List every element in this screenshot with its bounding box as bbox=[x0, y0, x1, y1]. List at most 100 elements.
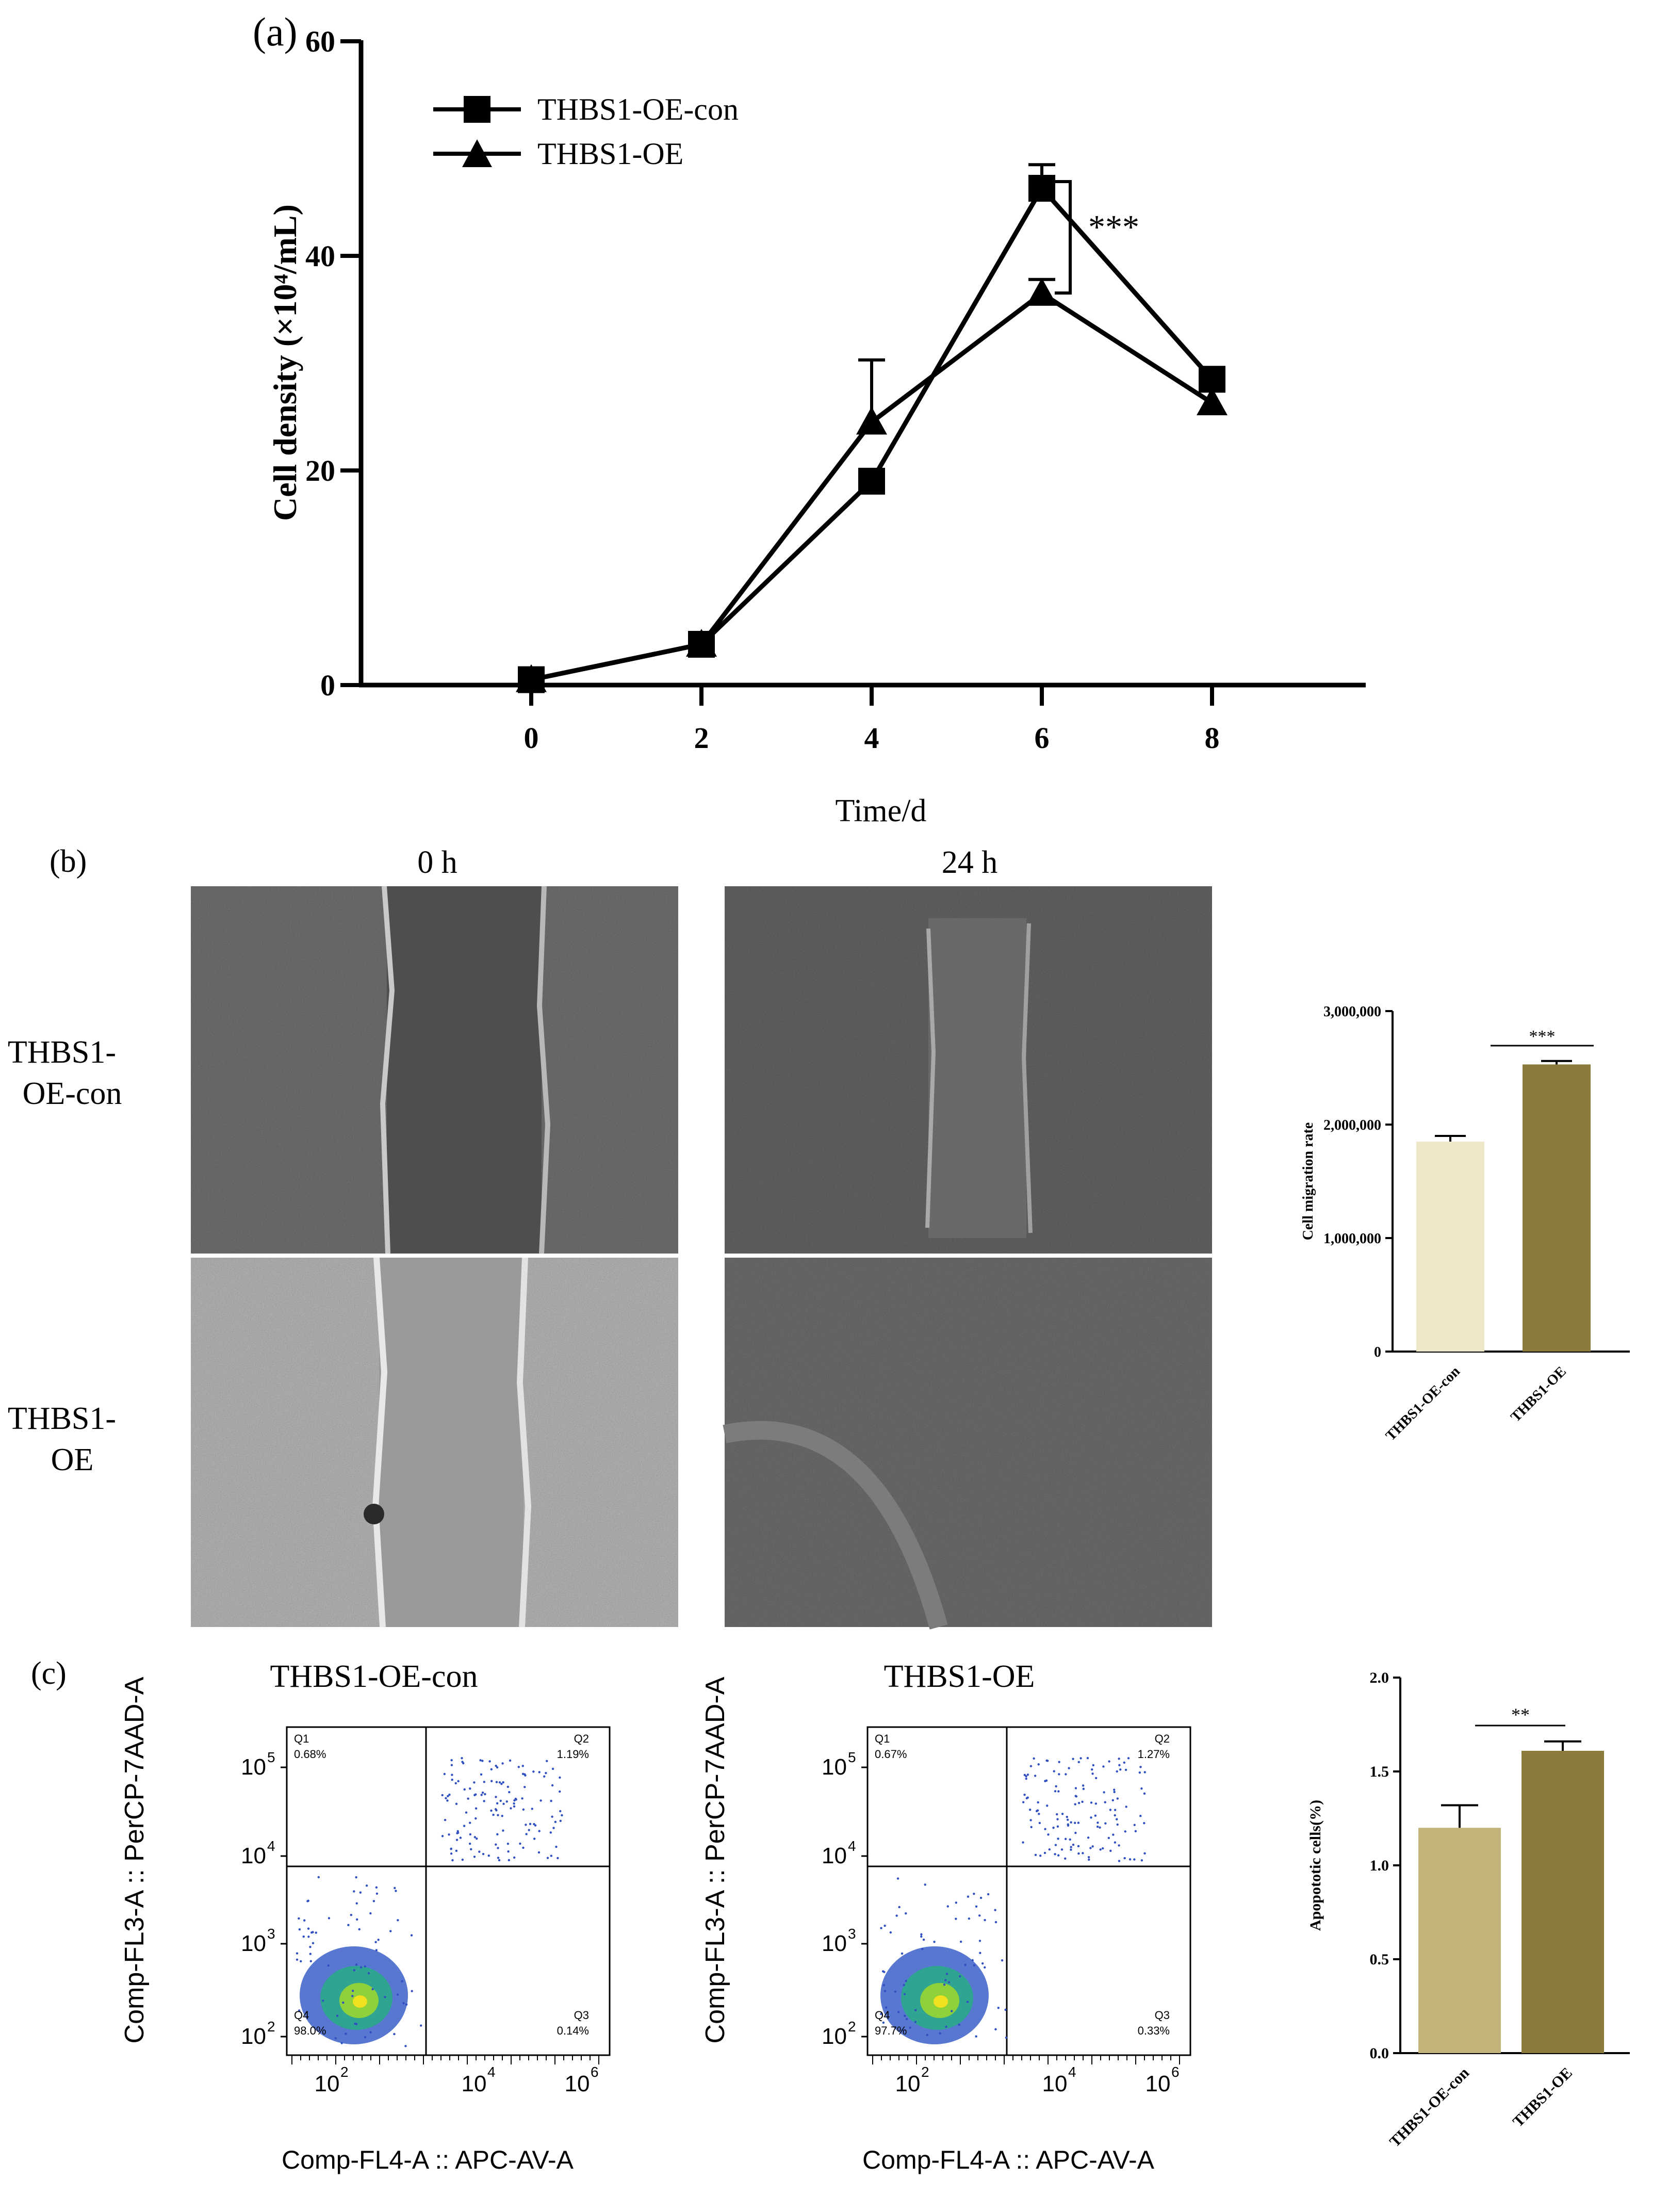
flow-event bbox=[478, 1850, 481, 1853]
flow-event bbox=[1096, 1825, 1099, 1828]
row-label-oe-line1: THBS1- bbox=[8, 1401, 116, 1436]
flow-event bbox=[889, 1931, 892, 1934]
flow-event bbox=[883, 1924, 886, 1927]
flow-event bbox=[463, 1825, 466, 1827]
flow-event bbox=[384, 1996, 386, 1998]
a-ytick-label: 20 bbox=[305, 454, 335, 487]
a-ytick-label: 40 bbox=[305, 239, 335, 273]
flow-event bbox=[1091, 1768, 1093, 1771]
flow-event bbox=[551, 1815, 553, 1818]
flow-event bbox=[1092, 1764, 1095, 1767]
a-sig-bracket bbox=[1055, 180, 1072, 295]
flow-event bbox=[448, 1793, 451, 1796]
b-ytick-label: 3,000,000 bbox=[1323, 1004, 1381, 1020]
flow-event bbox=[1140, 1859, 1143, 1862]
flow-event bbox=[994, 2028, 997, 2031]
flow-event bbox=[1114, 1841, 1117, 1844]
flow-event bbox=[1082, 1784, 1085, 1787]
flow-event bbox=[1116, 1770, 1118, 1773]
flow-event bbox=[463, 1788, 466, 1791]
q2-value: 1.19% bbox=[557, 1748, 589, 1761]
flow-ytick-exp: 4 bbox=[848, 1838, 856, 1854]
flow-event bbox=[1028, 1809, 1032, 1811]
flow-ytick-base: 10 bbox=[241, 1931, 266, 1956]
flow-event bbox=[342, 2001, 345, 2004]
flow-event bbox=[1097, 1821, 1099, 1824]
flow-event bbox=[1022, 1801, 1025, 1803]
flow-event bbox=[1091, 1772, 1094, 1775]
flow-event bbox=[975, 1905, 978, 1908]
flow-event bbox=[1025, 1797, 1028, 1800]
flow-event bbox=[1060, 1848, 1063, 1851]
flow-event bbox=[1064, 1837, 1067, 1841]
flow-event bbox=[459, 1836, 462, 1839]
flow-event bbox=[1039, 1855, 1042, 1857]
flow-event bbox=[359, 1891, 362, 1894]
flow-event bbox=[394, 1886, 396, 1890]
flow-event bbox=[367, 1972, 370, 1975]
flow-event bbox=[508, 1859, 511, 1862]
flow-event bbox=[904, 2014, 906, 2017]
flow-event bbox=[1048, 1848, 1051, 1851]
flow-event bbox=[1074, 1803, 1076, 1806]
flow-event bbox=[1139, 1766, 1142, 1768]
flow-event bbox=[1072, 1843, 1075, 1846]
flow-event bbox=[1068, 1767, 1070, 1769]
flow-event bbox=[441, 1835, 444, 1837]
flow-ytick-exp: 5 bbox=[267, 1749, 275, 1765]
flow-event bbox=[1116, 1823, 1119, 1826]
flow-event bbox=[1054, 1853, 1056, 1856]
flow-event bbox=[1033, 1757, 1035, 1760]
flow-xtick-base: 10 bbox=[462, 2071, 487, 2096]
flow-event bbox=[1038, 1821, 1041, 1825]
c-ytick-label: 1.0 bbox=[1370, 1857, 1389, 1874]
flow-event bbox=[450, 1759, 453, 1762]
flow-event bbox=[994, 1909, 996, 1911]
flow-xtick-exp: 2 bbox=[340, 2064, 349, 2080]
a-xtick-label: 8 bbox=[1205, 721, 1220, 755]
flow-xlabel: Comp-FL4-A :: APC-AV-A bbox=[862, 2145, 1155, 2174]
flow-xtick-exp: 2 bbox=[921, 2064, 929, 2080]
flow-event bbox=[1107, 1836, 1110, 1840]
flow-event bbox=[1134, 1830, 1137, 1832]
flow-ytick-base: 10 bbox=[822, 2024, 847, 2049]
q4-value: 97.7% bbox=[875, 2024, 907, 2037]
flow-event bbox=[1113, 1788, 1116, 1791]
flow-event bbox=[1094, 1814, 1097, 1817]
flow-event bbox=[533, 1823, 535, 1826]
flow-event bbox=[1108, 1760, 1110, 1763]
flow-event bbox=[469, 1787, 471, 1790]
flow-event bbox=[1057, 1790, 1060, 1793]
flow-event bbox=[559, 1790, 561, 1793]
c-ytick-label: 0.5 bbox=[1370, 1951, 1389, 1968]
flow-event bbox=[552, 1827, 555, 1829]
flow-event bbox=[525, 1824, 527, 1826]
flow-event bbox=[444, 1818, 447, 1821]
flow-event bbox=[885, 2006, 888, 2009]
flow-event bbox=[1052, 1826, 1055, 1829]
flow-event bbox=[375, 1949, 378, 1951]
flow-xtick-exp: 6 bbox=[1171, 2064, 1180, 2080]
flow-event bbox=[310, 1931, 313, 1934]
flow-event bbox=[1111, 1799, 1115, 1802]
flow-event bbox=[882, 1984, 885, 1987]
flow-event bbox=[1094, 1777, 1098, 1779]
flow-event bbox=[905, 2018, 908, 2021]
flow-event bbox=[1005, 2036, 1008, 2039]
flow-event bbox=[1139, 1814, 1142, 1817]
flow-event bbox=[538, 1771, 541, 1774]
flow-event bbox=[345, 2032, 347, 2035]
flow-event bbox=[1077, 1801, 1081, 1804]
panel-a-label: (a) bbox=[253, 9, 298, 54]
flow-event bbox=[468, 1821, 471, 1824]
flow-event bbox=[1057, 1837, 1059, 1840]
flow-event bbox=[1118, 1844, 1120, 1847]
flow-event bbox=[473, 1856, 476, 1858]
flow-event bbox=[979, 1951, 981, 1955]
flow-event bbox=[355, 2023, 358, 2025]
flow-event bbox=[448, 1833, 450, 1836]
flow-event bbox=[1119, 1768, 1122, 1771]
flow-event bbox=[551, 1784, 554, 1787]
flow-event bbox=[402, 2002, 405, 2005]
flow-event bbox=[355, 1963, 358, 1966]
